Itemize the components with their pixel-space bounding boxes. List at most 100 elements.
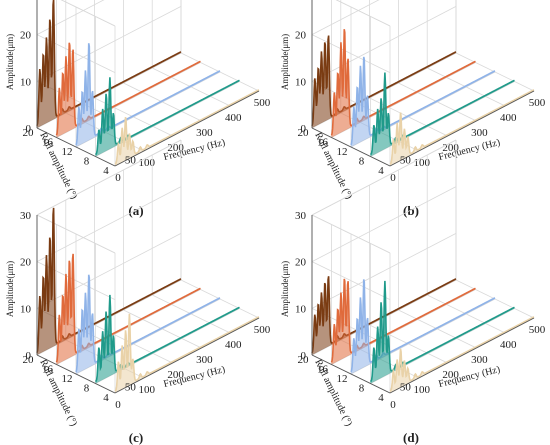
panel-1: 010203048121620010020030040050050Amplitu… <box>280 0 546 218</box>
y-tick-label: 12 <box>337 373 348 385</box>
z-tick-label: 20 <box>295 257 307 269</box>
y-tick-label: 8 <box>359 156 365 168</box>
x-tick-label: 500 <box>529 324 546 336</box>
grid-line <box>311 5 457 82</box>
y-tick-label: 20 <box>23 127 35 139</box>
box-edge <box>335 0 391 27</box>
z-tick-label: 10 <box>295 303 307 315</box>
z-tick-label: 30 <box>20 210 32 222</box>
box-edge <box>36 139 182 216</box>
x-tick-label: 400 <box>500 112 517 124</box>
x-tick-label: 50 <box>125 382 137 394</box>
x-tick-label: 200 <box>167 369 184 381</box>
panel-0: 010203048121620010020030040050050Amplitu… <box>5 0 271 218</box>
x-tick-label: 50 <box>400 382 412 394</box>
y-tick-label: 16 <box>317 137 329 149</box>
y-axis-label: Roll amplitude (°) <box>312 358 354 428</box>
series-fill-roll-20 <box>37 207 181 355</box>
series-fill-roll-12 <box>76 43 220 147</box>
z-tick-label: 20 <box>20 257 32 269</box>
x-axis-line <box>114 317 260 394</box>
y-tick-label: 16 <box>42 137 54 149</box>
y-axis-line <box>36 127 116 167</box>
x-tick-label: 400 <box>225 112 242 124</box>
panel-caption: (d) <box>403 430 419 445</box>
grid-line <box>311 186 457 263</box>
y-axis-line <box>311 127 391 167</box>
x-axis-line <box>389 90 535 167</box>
series-line-roll-4 <box>114 313 260 392</box>
y-axis-line <box>36 354 116 394</box>
grid-line <box>311 261 391 301</box>
series-fill-roll-20 <box>37 0 181 128</box>
series-fill-roll-12 <box>351 56 495 148</box>
x-tick-label: 300 <box>471 354 488 366</box>
series-fill-roll-16 <box>331 278 476 365</box>
series-fill-roll-16 <box>56 42 201 138</box>
box-edge <box>60 0 116 27</box>
x-tick-label: 500 <box>529 97 546 109</box>
x-tick-label: 0 <box>115 399 121 411</box>
z-tick-label: 20 <box>295 30 307 42</box>
grid-line <box>311 232 457 309</box>
y-tick-label: 12 <box>62 373 73 385</box>
x-tick-label: 100 <box>139 384 156 396</box>
x-tick-label: 500 <box>254 97 271 109</box>
x-axis-label: Frequency (Hz) <box>162 137 226 163</box>
z-tick-label: 0 <box>26 123 32 135</box>
x-tick-label: 200 <box>442 369 459 381</box>
x-tick-label: 400 <box>225 339 242 351</box>
y-tick-label: 8 <box>84 383 90 395</box>
x-axis-label: Frequency (Hz) <box>437 364 501 390</box>
x-tick-label: 0 <box>390 399 396 411</box>
z-axis-label: Amplitude(μm) <box>5 261 15 317</box>
grid-line <box>36 5 182 82</box>
y-tick-label: 20 <box>298 127 310 139</box>
grid-line <box>36 232 182 309</box>
z-axis-label: Amplitude(μm) <box>5 34 15 90</box>
grid-line <box>311 34 391 74</box>
x-axis-label: Frequency (Hz) <box>437 137 501 163</box>
y-axis-line <box>311 354 391 394</box>
series-fill-roll-20 <box>312 35 456 128</box>
z-tick-label: 0 <box>26 350 32 362</box>
series-line-roll-4 <box>389 316 535 392</box>
x-tick-label: 0 <box>115 172 121 184</box>
y-tick-label: 8 <box>359 383 365 395</box>
y-axis-label: Roll amplitude (°) <box>312 131 354 201</box>
x-tick-label: 300 <box>196 354 213 366</box>
x-tick-label: 50 <box>125 155 137 167</box>
y-tick-label: 4 <box>103 165 109 177</box>
series-fill-roll-16 <box>56 253 201 365</box>
x-tick-label: 100 <box>414 157 431 169</box>
z-axis-label: Amplitude(μm) <box>280 261 290 317</box>
z-tick-label: 0 <box>301 350 307 362</box>
x-tick-label: 0 <box>390 172 396 184</box>
x-tick-label: 500 <box>254 324 271 336</box>
box-edge <box>311 214 391 254</box>
x-axis-line <box>114 90 260 167</box>
z-tick-label: 0 <box>301 123 307 135</box>
grid-line <box>36 186 182 263</box>
y-tick-label: 20 <box>23 354 35 366</box>
x-axis-label: Frequency (Hz) <box>162 364 226 390</box>
z-tick-label: 20 <box>20 30 32 42</box>
y-tick-label: 20 <box>298 354 310 366</box>
x-tick-label: 100 <box>139 157 156 169</box>
z-tick-label: 30 <box>295 210 307 222</box>
x-tick-label: 300 <box>196 127 213 139</box>
x-tick-label: 400 <box>500 339 517 351</box>
y-tick-label: 4 <box>378 392 384 404</box>
series-fill-roll-16 <box>331 29 476 138</box>
y-tick-label: 4 <box>103 392 109 404</box>
x-tick-label: 300 <box>471 127 488 139</box>
panel-2: 010203048121620010020030040050050Amplitu… <box>5 139 271 445</box>
x-axis-line <box>389 317 535 394</box>
y-tick-label: 16 <box>317 364 329 376</box>
z-tick-label: 10 <box>295 76 307 88</box>
series-line-roll-8 <box>95 77 240 156</box>
box-edge <box>36 214 116 254</box>
z-tick-label: 10 <box>20 76 32 88</box>
y-axis-label: Roll amplitude (°) <box>37 358 79 428</box>
